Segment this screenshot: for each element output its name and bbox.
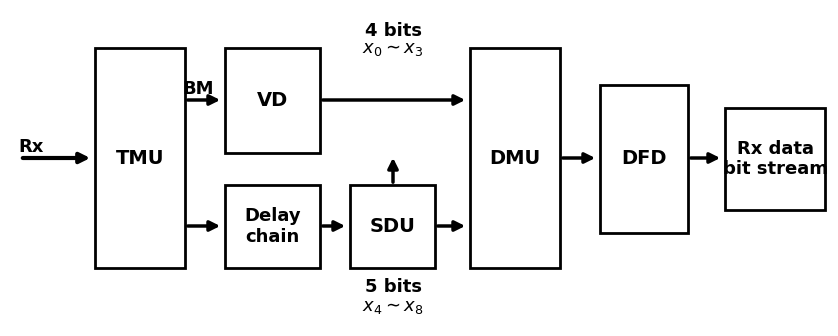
Text: Delay
chain: Delay chain: [244, 207, 301, 246]
Text: 4 bits: 4 bits: [365, 22, 422, 40]
Bar: [225, 48, 320, 153]
Text: DFD: DFD: [621, 150, 667, 168]
Text: Rx data
bit stream: Rx data bit stream: [722, 139, 827, 178]
Text: SDU: SDU: [370, 217, 416, 236]
Bar: [600, 85, 688, 233]
Text: TMU: TMU: [116, 149, 164, 168]
Text: Rx: Rx: [18, 138, 44, 156]
Text: 5 bits: 5 bits: [365, 278, 422, 296]
Text: DMU: DMU: [489, 149, 541, 168]
Bar: [470, 48, 560, 268]
Text: BM: BM: [182, 80, 214, 98]
Bar: [225, 185, 320, 268]
Bar: [725, 108, 825, 210]
Text: VD: VD: [257, 91, 288, 110]
Bar: [95, 48, 185, 268]
Text: $x_0 \sim x_3$: $x_0 \sim x_3$: [362, 40, 424, 58]
Bar: [350, 185, 435, 268]
Text: $x_4 \sim x_8$: $x_4 \sim x_8$: [362, 298, 424, 316]
